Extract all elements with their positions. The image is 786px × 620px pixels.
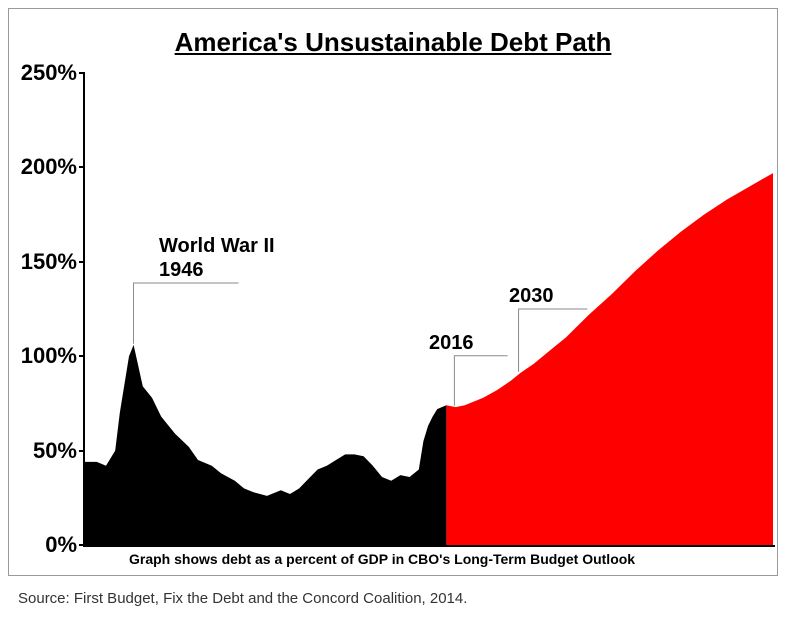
y-tick-label: 0% bbox=[17, 532, 77, 558]
y-tick-label: 150% bbox=[17, 249, 77, 275]
y-tick-label: 200% bbox=[17, 154, 77, 180]
chart-title: America's Unsustainable Debt Path bbox=[9, 27, 777, 58]
source-text: Source: First Budget, Fix the Debt and t… bbox=[18, 590, 467, 607]
year-2016-annotation: 2016 bbox=[429, 331, 474, 355]
y-tick-label: 100% bbox=[17, 343, 77, 369]
chart-frame: America's Unsustainable Debt Path 0% 50% 1… bbox=[8, 8, 778, 576]
y-tick-label: 250% bbox=[17, 60, 77, 86]
x-axis-line bbox=[83, 545, 775, 547]
ww2-annotation: World War II1946 bbox=[159, 234, 275, 282]
chart-note: Graph shows debt as a percent of GDP in … bbox=[129, 551, 635, 567]
year-2030-annotation: 2030 bbox=[509, 284, 554, 308]
projection-series bbox=[446, 173, 773, 545]
area-chart bbox=[83, 73, 773, 545]
historical-series bbox=[83, 345, 446, 545]
y-tick-label: 50% bbox=[17, 438, 77, 464]
